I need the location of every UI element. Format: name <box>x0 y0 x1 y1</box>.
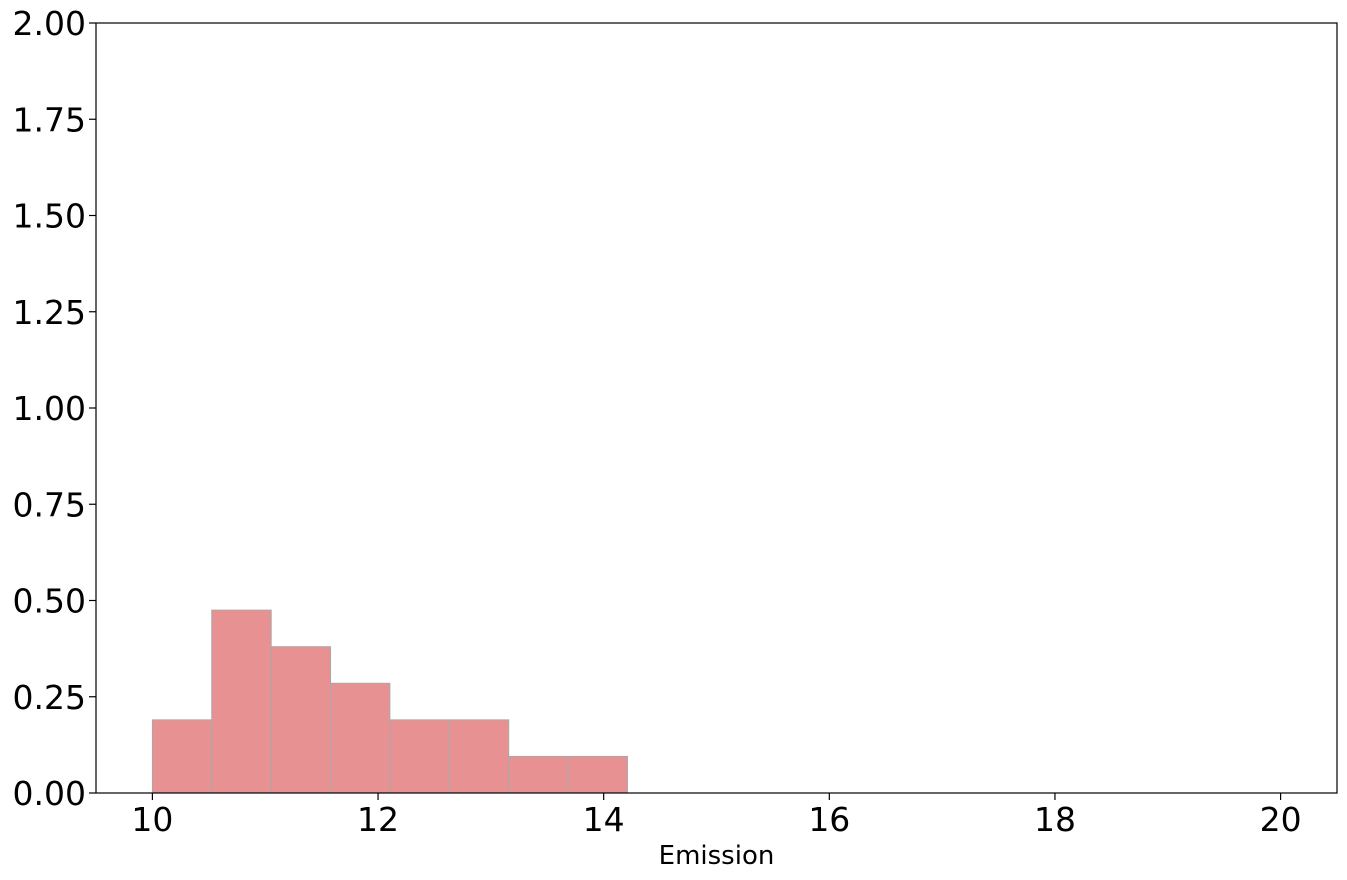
histogram-bar <box>567 755 628 794</box>
y-tick-label: 0.50 <box>13 582 86 621</box>
y-tick-label: 1.75 <box>13 100 86 139</box>
y-tick-label: 0.00 <box>13 774 86 813</box>
y-tick-label: 1.25 <box>13 293 86 332</box>
y-tick-label: 0.75 <box>13 485 86 524</box>
histogram-bar <box>211 609 272 794</box>
x-tick-label: 18 <box>1034 800 1076 839</box>
x-tick-label: 10 <box>131 800 173 839</box>
y-tick-label: 0.25 <box>13 678 86 717</box>
y-tick-label: 1.00 <box>13 389 86 428</box>
y-tick-label: 1.50 <box>13 197 86 236</box>
histogram-bar <box>330 682 391 794</box>
histogram-bar <box>151 719 213 794</box>
histogram-bar <box>448 719 510 794</box>
x-ticks-layer: 10 12 14 16 18 20 <box>131 793 1302 839</box>
y-tick-label: 2.00 <box>13 4 86 43</box>
x-axis-label: Emission <box>659 841 775 871</box>
y-ticks-layer: 0.00 0.25 0.50 0.75 1.00 1.25 1.50 1.75 2.00 <box>13 4 96 813</box>
x-tick-label: 16 <box>808 800 850 839</box>
histogram-bar <box>270 646 332 794</box>
bars-layer <box>151 609 628 794</box>
histogram-bar <box>508 755 569 794</box>
x-tick-label: 20 <box>1260 800 1302 839</box>
x-tick-label: 14 <box>583 800 625 839</box>
histogram-bar <box>389 719 450 794</box>
x-tick-label: 12 <box>357 800 399 839</box>
